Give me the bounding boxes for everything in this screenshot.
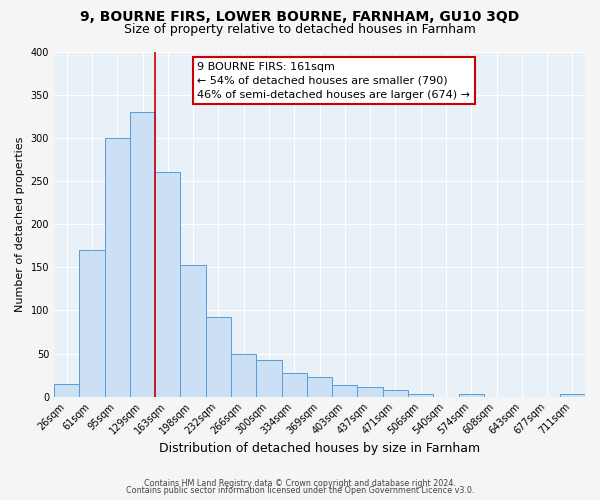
Text: Contains HM Land Registry data © Crown copyright and database right 2024.: Contains HM Land Registry data © Crown c… xyxy=(144,478,456,488)
Bar xyxy=(256,360,281,397)
Text: 9, BOURNE FIRS, LOWER BOURNE, FARNHAM, GU10 3QD: 9, BOURNE FIRS, LOWER BOURNE, FARNHAM, G… xyxy=(80,10,520,24)
Y-axis label: Number of detached properties: Number of detached properties xyxy=(15,136,25,312)
Bar xyxy=(104,138,130,396)
Text: Size of property relative to detached houses in Farnham: Size of property relative to detached ho… xyxy=(124,22,476,36)
Text: 9 BOURNE FIRS: 161sqm
← 54% of detached houses are smaller (790)
46% of semi-det: 9 BOURNE FIRS: 161sqm ← 54% of detached … xyxy=(197,62,470,100)
Bar xyxy=(79,250,104,396)
Bar xyxy=(206,318,231,396)
Bar xyxy=(54,384,79,396)
Bar xyxy=(307,377,332,396)
Bar xyxy=(408,394,433,396)
Bar xyxy=(458,394,484,396)
Bar xyxy=(281,374,307,396)
Bar xyxy=(231,354,256,397)
Bar xyxy=(358,387,383,396)
Text: Contains public sector information licensed under the Open Government Licence v3: Contains public sector information licen… xyxy=(126,486,474,495)
Bar xyxy=(181,264,206,396)
X-axis label: Distribution of detached houses by size in Farnham: Distribution of detached houses by size … xyxy=(159,442,480,455)
Bar xyxy=(130,112,155,397)
Bar xyxy=(155,172,181,396)
Bar xyxy=(332,386,358,396)
Bar xyxy=(560,394,585,396)
Bar xyxy=(383,390,408,396)
